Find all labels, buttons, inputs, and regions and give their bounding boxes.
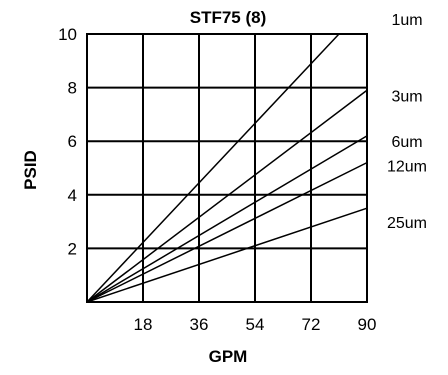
series-label: 1um [391, 12, 422, 29]
series-labels: 1um 3um 6um 12um 25um [387, 12, 427, 232]
series-line-6um [86, 135, 368, 303]
tick-labels: 18 36 54 72 90 2 4 6 8 10 [58, 25, 376, 334]
y-tick-label: 4 [68, 186, 77, 205]
series-label: 25um [387, 215, 427, 232]
series-label: 6um [391, 134, 422, 151]
series-line-3um [86, 89, 368, 303]
y-tick-label: 8 [68, 79, 77, 98]
series-line-1um [86, 33, 340, 303]
x-axis-title: GPM [209, 347, 248, 366]
series-line-25um [86, 207, 368, 303]
x-tick-label: 72 [302, 315, 321, 334]
y-tick-label: 6 [68, 132, 77, 151]
x-tick-label: 36 [190, 315, 209, 334]
series-line-12um [86, 161, 368, 303]
x-tick-label: 90 [358, 315, 377, 334]
x-tick-label: 54 [246, 315, 265, 334]
series-label: 3um [391, 88, 422, 105]
y-tick-label: 2 [68, 239, 77, 258]
series-label: 12um [387, 159, 427, 176]
series-lines [86, 33, 368, 303]
y-tick-label: 10 [58, 25, 77, 44]
y-axis-title: PSID [21, 150, 40, 190]
grid [86, 33, 368, 303]
plot-frame [86, 33, 368, 303]
chart-title: STF75 (8) [190, 8, 267, 27]
x-tick-label: 18 [134, 315, 153, 334]
